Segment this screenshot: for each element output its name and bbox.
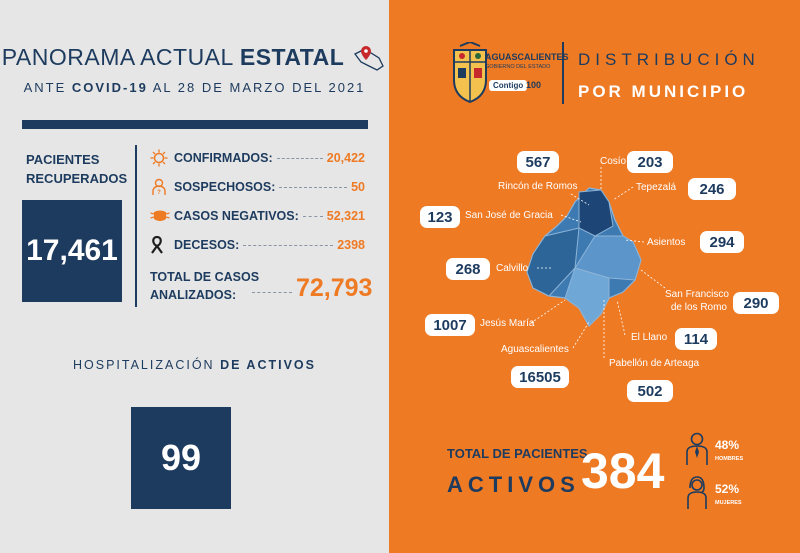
hospitalization-heading: HOSPITALIZACIÓN DE ACTIVOS	[72, 358, 316, 372]
municipio-asientos-value: 294	[700, 231, 744, 253]
virus-icon	[150, 148, 174, 168]
municipio-jesus-maria-label: Jesús María	[480, 318, 535, 329]
municipio-asientos-label: Asientos	[647, 237, 686, 248]
distribution-subtitle: POR MUNICIPIO	[578, 82, 749, 101]
aguascalientes-map	[526, 187, 642, 327]
suspect-icon: ?	[150, 177, 174, 197]
municipio-rincon-de-romos-label: Rincón de Romos	[498, 181, 578, 192]
stat-deaths: DECESOS: 2398	[150, 235, 365, 255]
stat-negative-value: 52,321	[326, 209, 365, 223]
municipio-san-jose-de-gracia-value: 123	[420, 206, 460, 228]
vertical-divider	[135, 145, 137, 307]
municipio-san-jose-de-gracia-label: San José de Gracia	[465, 210, 553, 221]
women-label: MUJERES	[715, 500, 742, 506]
stat-suspected-value: 50	[351, 180, 365, 194]
page-subtitle: ANTE COVID-19 AL 28 DE MARZO DEL 2021	[23, 80, 366, 95]
stat-suspected: ? SOSPECHOSOS: 50	[150, 177, 365, 197]
municipio-el-llano-value: 114	[675, 328, 717, 350]
men-label: HOMBRES	[715, 456, 744, 462]
municipio-aguascalientes-value: 16505	[511, 366, 569, 388]
man-icon	[686, 432, 708, 465]
divider-bar	[22, 120, 368, 129]
hospitalization-value: 99	[131, 407, 231, 509]
women-percentage: 52%	[715, 482, 740, 496]
municipio-cosio-value: 203	[627, 151, 673, 173]
municipio-pabellon-value: 502	[627, 380, 673, 402]
municipio-aguascalientes-label: Aguascalientes	[501, 344, 569, 355]
municipio-el-llano-label: El Llano	[631, 332, 668, 343]
stat-confirmed-value: 20,422	[326, 151, 365, 165]
mexico-map-pin-icon	[354, 46, 385, 71]
municipio-jesus-maria-value: 1007	[425, 314, 475, 336]
total-active-label: TOTAL DE PACIENTES	[447, 446, 588, 461]
municipio-tepezala-value: 246	[688, 178, 736, 200]
map-leader-lines	[530, 167, 666, 358]
total-active-label-2: ACTIVOS	[447, 472, 580, 497]
municipio-calvillo-value: 268	[446, 258, 490, 280]
municipio-san-francisco-label: San Francisco de los Romo	[665, 289, 729, 313]
ribbon-icon	[150, 235, 174, 255]
recovered-value: 17,461	[22, 200, 122, 302]
state-panorama-panel: PANORAMA ACTUAL ESTATAL ANTE COVID-19 AL…	[0, 0, 389, 553]
total-dash	[252, 292, 292, 293]
municipal-distribution-panel: AGUASCALIENTES GOBIERNO DEL ESTADO Conti…	[389, 0, 800, 553]
municipio-pabellon-label: Pabellón de Arteaga	[609, 358, 700, 369]
woman-icon	[687, 476, 707, 509]
distribution-title: DISTRIBUCIÓN	[578, 50, 760, 69]
municipio-tepezala-label: Tepezalá	[636, 182, 677, 193]
municipio-san-francisco-value: 290	[733, 292, 779, 314]
state-coat-of-arms-logo	[453, 42, 487, 104]
svg-text:?: ?	[157, 190, 161, 196]
page-title: PANORAMA ACTUAL ESTATAL	[0, 44, 389, 74]
municipio-cosio-label: Cosío	[600, 156, 627, 167]
men-percentage: 48%	[715, 438, 740, 452]
recovered-label: PACIENTES RECUPERADOS	[26, 152, 128, 186]
stat-deaths-value: 2398	[337, 238, 365, 252]
total-active-value: 384	[581, 443, 665, 499]
municipio-calvillo-label: Calvillo	[496, 263, 529, 274]
header-separator	[562, 42, 564, 104]
stat-negative: CASOS NEGATIVOS: 52,321	[150, 206, 365, 226]
total-analyzed-label: TOTAL DE CASOS ANALIZADOS:	[150, 270, 260, 302]
total-analyzed-value: 72,793	[296, 274, 373, 302]
stat-confirmed: CONFIRMADOS: 20,422	[150, 148, 365, 168]
municipio-rincon-de-romos-value: 567	[517, 151, 559, 173]
mask-icon	[150, 206, 174, 226]
